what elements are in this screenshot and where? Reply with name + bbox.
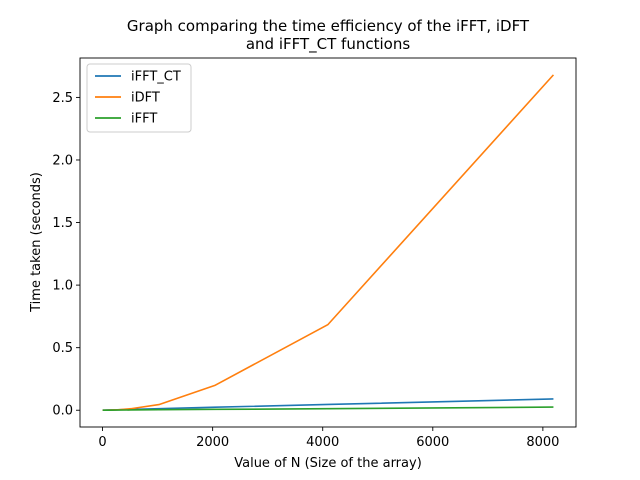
legend-label-idft: iDFT bbox=[131, 91, 160, 106]
y-tick-label: 1.0 bbox=[52, 279, 73, 294]
y-tick-label: 0.0 bbox=[52, 404, 73, 419]
chart-title-line-1: Graph comparing the time efficiency of t… bbox=[127, 17, 530, 35]
series-line-ifft bbox=[101, 406, 554, 412]
y-tick-label: 2.0 bbox=[52, 153, 73, 168]
x-tick-label: 4000 bbox=[306, 435, 339, 450]
x-tick-label: 2000 bbox=[196, 435, 229, 450]
x-tick-label: 8000 bbox=[526, 435, 559, 450]
legend-label-ifft: iFFT bbox=[131, 112, 157, 127]
axes-frame bbox=[79, 57, 577, 428]
legend-label-ifft-ct: iFFT_CT bbox=[131, 70, 181, 85]
x-tick-label: 0 bbox=[98, 435, 106, 450]
y-tick-label: 2.5 bbox=[52, 91, 73, 106]
chart-title-line-2: and iFFT_CT functions bbox=[246, 35, 410, 54]
legend-box bbox=[86, 63, 192, 133]
x-tick-label: 6000 bbox=[416, 435, 449, 450]
y-tick-label: 0.5 bbox=[52, 341, 73, 356]
y-tick-label: 1.5 bbox=[52, 216, 73, 231]
x-axis-label: Value of N (Size of the array) bbox=[234, 456, 422, 471]
plot-area: 0 2000 4000 6000 8000 0.0 0.5 1.0 1.5 2.0 2.5 iFFT_… bbox=[52, 57, 577, 450]
y-axis-label: Time taken (seconds) bbox=[29, 172, 44, 313]
